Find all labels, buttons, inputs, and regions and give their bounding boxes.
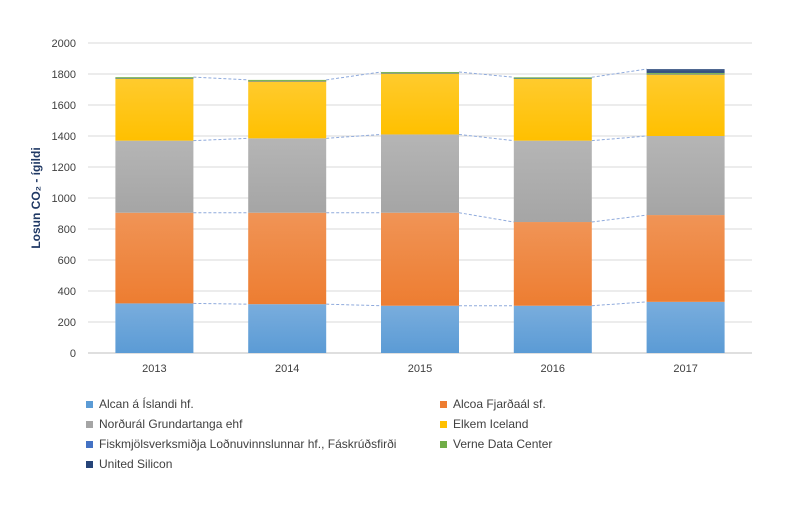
y-tick-label: 400 — [58, 286, 76, 298]
bar-segment — [646, 72, 725, 75]
bar-segment — [248, 212, 327, 305]
legend-entry: Elkem Iceland — [440, 416, 720, 432]
series-line — [591, 301, 647, 307]
bar-segment — [513, 140, 592, 223]
legend-entry: Verne Data Center — [440, 436, 720, 452]
legend-swatch — [86, 420, 93, 428]
y-axis-ticks: 0 200 400 600 800 1000 1200 1400 1600 1800 2000 — [52, 38, 76, 360]
bar-segment — [646, 69, 725, 73]
bar-segment — [513, 305, 592, 353]
legend: Alcan á Íslandi hf. Alcoa Fjarðaál sf. Nor… — [86, 396, 726, 472]
bar-segment — [115, 303, 194, 353]
series-line — [326, 71, 382, 81]
bar-segment — [513, 222, 592, 306]
y-tick-label: 1800 — [52, 69, 76, 81]
bar-segment — [646, 215, 725, 302]
legend-label: Fiskmjölsverksmiðja Loðnuvinnslunnar hf.… — [99, 437, 397, 451]
stacked-bar-chart: 0 200 400 600 800 1000 1200 1400 1600 1800 2000 20… — [29, 38, 752, 375]
legend-entry: Norðurál Grundartanga ehf — [86, 416, 440, 432]
series-line — [591, 68, 647, 78]
series-line — [458, 212, 514, 223]
x-tick-label: 2016 — [541, 363, 565, 375]
bar-segment — [248, 304, 327, 353]
y-tick-label: 200 — [58, 317, 76, 329]
series-line — [458, 133, 514, 142]
series-line — [193, 76, 249, 81]
x-tick-label: 2013 — [142, 363, 166, 375]
bar-segment — [115, 212, 194, 304]
bar-segment — [381, 134, 459, 213]
series-line — [591, 135, 647, 142]
legend-swatch — [86, 440, 93, 448]
bar-segment — [381, 212, 459, 306]
legend-entry: Fiskmjölsverksmiðja Loðnuvinnslunnar hf.… — [86, 436, 440, 452]
series-line — [326, 133, 382, 139]
x-tick-label: 2015 — [408, 363, 432, 375]
series-connector-lines — [193, 68, 647, 307]
bar-segment — [381, 71, 459, 74]
bar-segment — [248, 79, 327, 82]
bar-segment — [646, 74, 725, 136]
legend-label: Alcan á Íslandi hf. — [99, 397, 194, 411]
y-tick-label: 1000 — [52, 193, 76, 205]
x-tick-label: 2017 — [673, 363, 697, 375]
legend-swatch — [440, 420, 447, 428]
bars — [115, 69, 725, 353]
legend-label: Verne Data Center — [453, 437, 553, 451]
series-line — [193, 137, 249, 142]
legend-swatch — [86, 400, 93, 408]
bar-segment — [513, 77, 592, 79]
series-line — [326, 303, 382, 307]
legend-entry: United Silicon — [86, 456, 440, 472]
bar-segment — [115, 140, 194, 213]
legend-label: United Silicon — [99, 457, 173, 471]
bar-segment — [513, 78, 592, 141]
y-axis-label: Losun CO₂ - ígildi — [29, 147, 43, 248]
series-line — [591, 214, 647, 223]
bar-segment — [248, 138, 327, 213]
bar-segment — [115, 78, 194, 141]
x-tick-label: 2014 — [275, 363, 299, 375]
y-tick-label: 1600 — [52, 100, 76, 112]
legend-label: Alcoa Fjarðaál sf. — [453, 397, 546, 411]
x-axis-ticks: 2013 2014 2015 2016 2017 — [142, 363, 698, 375]
y-tick-label: 0 — [70, 348, 76, 360]
series-line — [193, 302, 249, 305]
legend-label: Norðurál Grundartanga ehf — [99, 417, 243, 431]
bar-segment — [248, 80, 327, 139]
y-tick-label: 600 — [58, 255, 76, 267]
series-line — [458, 71, 514, 78]
y-tick-label: 1400 — [52, 131, 76, 143]
legend-swatch — [86, 460, 93, 468]
legend-label: Elkem Iceland — [453, 417, 529, 431]
bar-segment — [381, 305, 459, 353]
bar-segment — [381, 72, 459, 135]
legend-swatch — [440, 400, 447, 408]
y-tick-label: 1200 — [52, 162, 76, 174]
y-tick-label: 2000 — [52, 38, 76, 50]
y-tick-label: 800 — [58, 224, 76, 236]
bar-segment — [646, 301, 725, 353]
bar-segment — [115, 77, 194, 79]
legend-entry: Alcan á Íslandi hf. — [86, 396, 440, 412]
legend-swatch — [440, 440, 447, 448]
legend-entry: Alcoa Fjarðaál sf. — [440, 396, 720, 412]
bar-segment — [646, 136, 725, 216]
